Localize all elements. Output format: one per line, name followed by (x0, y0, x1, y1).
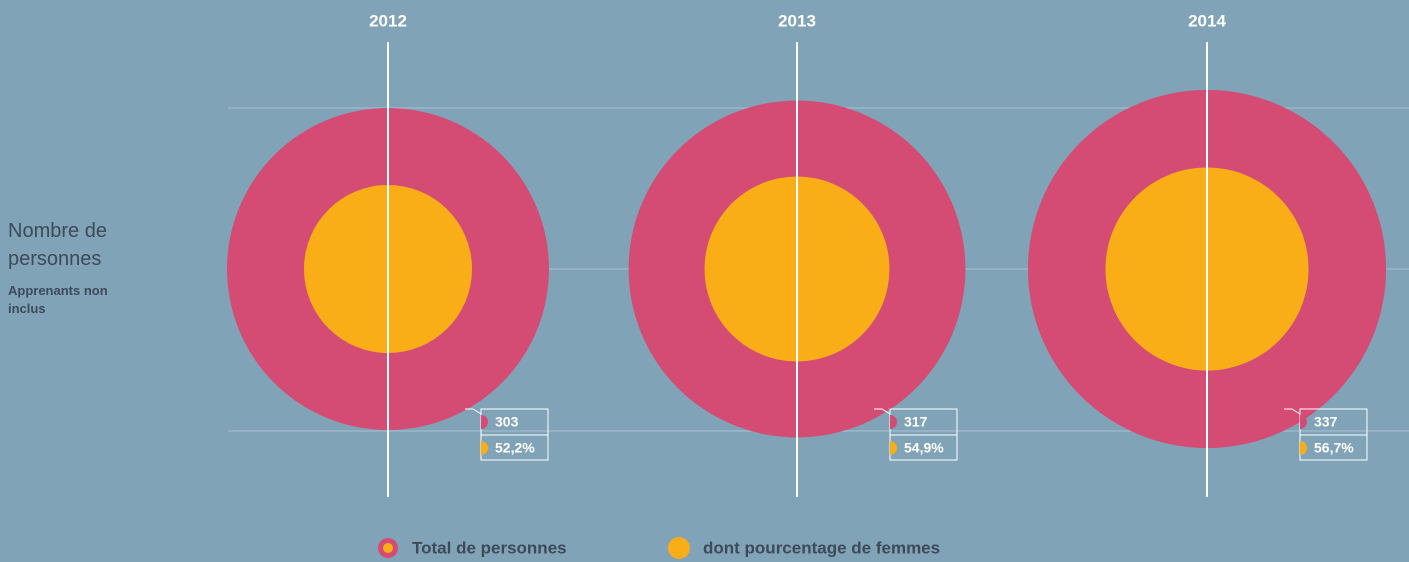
value-label: 337 (1314, 414, 1338, 430)
legend-swatch (383, 543, 393, 553)
y-sublabel-l2: inclus (8, 301, 46, 316)
y-sublabel: Apprenants non inclus (8, 283, 108, 316)
y-label-l1: Nombre de (8, 220, 107, 242)
y-label: Nombre de personnes (8, 220, 107, 270)
label-dot (1300, 441, 1307, 455)
legend-label: dont pourcentage de femmes (703, 538, 940, 557)
y-sublabel-l1: Apprenants non (8, 283, 108, 298)
year-label: 2014 (1188, 11, 1226, 30)
value-label: 56,7% (1314, 440, 1354, 456)
legend-swatch (668, 537, 690, 559)
value-label: 54,9% (904, 440, 944, 456)
value-label: 52,2% (495, 440, 535, 456)
label-dot (1300, 415, 1307, 429)
callout (465, 408, 482, 415)
label-dot (481, 415, 488, 429)
label-dot (890, 441, 897, 455)
callout (1284, 408, 1301, 415)
label-dot (890, 415, 897, 429)
y-label-l2: personnes (8, 248, 101, 270)
label-dot (481, 441, 488, 455)
year-label: 2012 (369, 11, 407, 30)
value-label: 317 (904, 414, 928, 430)
value-label: 303 (495, 414, 519, 430)
callout (874, 408, 891, 415)
year-label: 2013 (778, 11, 816, 30)
legend-label: Total de personnes (412, 538, 567, 557)
